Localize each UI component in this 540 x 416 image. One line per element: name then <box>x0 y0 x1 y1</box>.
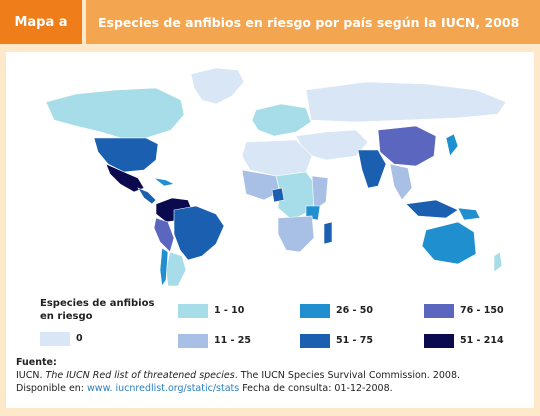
source-heading: Fuente: <box>16 357 57 368</box>
region-southern-africa <box>277 215 315 253</box>
region-peru <box>153 217 175 253</box>
map-title: Especies de anfibios en riesgo por país … <box>86 0 540 44</box>
region-central-america <box>137 187 157 205</box>
legend-label: 51 - 214 <box>460 335 504 346</box>
region-japan <box>445 133 459 157</box>
legend-label: 51 - 75 <box>336 335 373 346</box>
citation-title: The IUCN Red list of threatened species <box>45 370 235 381</box>
region-europe <box>251 103 312 137</box>
legend-swatch <box>424 304 454 318</box>
region-caribbean <box>152 177 175 187</box>
region-chile <box>159 247 169 287</box>
region-argentina <box>165 251 187 287</box>
region-russia <box>305 81 507 123</box>
region-papua <box>457 207 481 221</box>
legend-label: 26 - 50 <box>336 305 373 316</box>
region-india <box>357 149 387 189</box>
source-availability: Disponible en: www. iucnredlist.org/stat… <box>16 382 531 395</box>
source-note: Fuente: IUCN. The IUCN Red list of threa… <box>16 356 531 395</box>
map-tag: Mapa a <box>0 0 82 44</box>
legend-swatch <box>40 332 70 346</box>
region-madagascar <box>323 221 333 245</box>
legend-swatch <box>300 304 330 318</box>
legend-label: 11 - 25 <box>214 335 251 346</box>
region-north-africa <box>241 139 313 177</box>
legend-label: 76 - 150 <box>460 305 504 316</box>
region-indonesia <box>405 199 459 219</box>
region-new-zealand <box>493 251 503 273</box>
region-china <box>377 125 437 167</box>
region-canada <box>45 87 185 139</box>
region-east-africa <box>311 175 329 211</box>
legend-swatch <box>300 334 330 348</box>
legend-swatch <box>178 334 208 348</box>
map-panel: Especies de anfibios en riesgo 0 1 - 10 … <box>6 52 534 408</box>
region-brazil <box>173 205 225 261</box>
legend-title: Especies de anfibios en riesgo <box>40 298 155 322</box>
source-link[interactable]: www. iucnredlist.org/static/stats <box>87 383 240 394</box>
region-usa <box>93 137 159 173</box>
region-greenland <box>190 67 245 105</box>
region-australia <box>421 221 477 265</box>
region-se-asia <box>389 163 413 201</box>
availability-prefix: Disponible en: <box>16 383 88 394</box>
region-west-africa <box>241 169 281 201</box>
region-cameroon <box>271 187 285 203</box>
legend-swatch <box>424 334 454 348</box>
source-citation: IUCN. The IUCN Red list of threatened sp… <box>16 369 531 382</box>
header: Mapa a Especies de anfibios en riesgo po… <box>0 0 540 44</box>
citation-suffix: . The IUCN Species Survival Commission. … <box>234 370 461 381</box>
legend-label: 1 - 10 <box>214 305 245 316</box>
legend-label: 0 <box>76 333 83 344</box>
world-map <box>45 67 507 287</box>
availability-suffix: Fecha de consulta: 01-12-2008. <box>239 383 393 394</box>
citation-prefix: IUCN. <box>16 370 46 381</box>
legend-swatch <box>178 304 208 318</box>
